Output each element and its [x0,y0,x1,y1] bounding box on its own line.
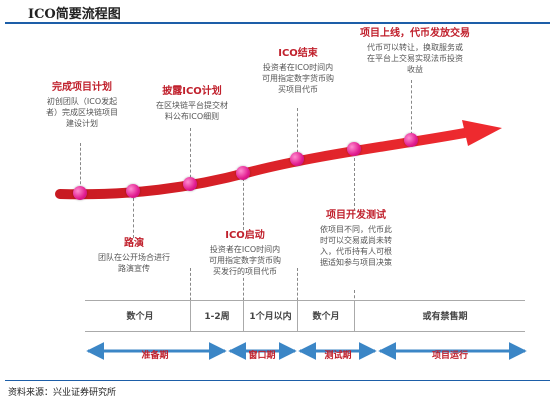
period-label: 数个月 [312,312,340,322]
period-divider [243,300,244,332]
milestone-dot-listing [404,133,418,147]
stage-end-line: 投资者在ICO时间内 [262,63,334,72]
connector-devtest [354,153,355,211]
divider-2 [243,268,244,330]
stage-devtest: 项目开发测试 依项目不同，代币此 时可以交易或尚未转 入，代币持有人可根 据适知… [300,210,412,268]
stage-roadshow-line: 团队在公开场合进行 [98,253,170,262]
stage-plan: 完成项目计划 初创团队（ICO发起 者）完成区块链项目 建设计划 [28,82,136,129]
period-label: 1-2周 [204,312,230,322]
stage-devtest-heading: 项目开发测试 [326,210,386,221]
connector-disclose [190,128,191,183]
stage-launch-desc: 投资者在ICO时间内 可用指定数字货币购 买发行的项目代币 [194,244,296,277]
source-note: 资料来源：兴业证券研究所 [8,388,117,398]
phase-label: 准备期 [141,351,169,361]
stage-disclose: 披露ICO计划 在区块链平台提交材 料公布ICO细则 [140,86,244,122]
stage-disclose-heading: 披露ICO计划 [162,86,222,97]
stage-disclose-desc: 在区块链平台提交材 料公布ICO细则 [140,100,244,122]
stage-launch-heading: ICO启动 [225,230,265,241]
stage-end-desc: 投资者在ICO时间内 可用指定数字货币购 买项目代币 [248,62,348,95]
stage-listing-heading: 项目上线，代币发放交易 [360,28,470,39]
stage-end: ICO结束 投资者在ICO时间内 可用指定数字货币购 买项目代币 [248,48,348,95]
period-divider [297,300,298,332]
phase-label: 项目运行 [431,351,468,361]
connector-launch [243,178,244,230]
phase-label: 测试期 [324,351,352,361]
stage-listing-desc: 代币可以转让，换取服务或 在平台上交易实现法币投资 收益 [350,42,480,75]
milestone-dot-plan [73,186,87,200]
period-divider [354,300,355,332]
connector-listing [411,80,412,140]
stage-devtest-line: 入，代币持有人可根 [320,247,392,256]
period-band-bottom [85,331,525,332]
stage-plan-heading: 完成项目计划 [52,82,112,93]
milestone-dot-launch [236,166,250,180]
source-divider [5,380,550,381]
divider-3 [297,268,298,330]
stage-devtest-line: 时可以交易或尚未转 [320,236,392,245]
stage-plan-line: 初创团队（ICO发起 [46,97,118,106]
stage-roadshow-desc: 团队在公开场合进行 路演宣传 [84,252,184,274]
stage-launch: ICO启动 投资者在ICO时间内 可用指定数字货币购 买发行的项目代币 [194,230,296,277]
connector-end [297,108,298,158]
stage-plan-line: 建设计划 [66,119,98,128]
period-divider [190,300,191,332]
stage-roadshow: 路演 团队在公开场合进行 路演宣传 [84,238,184,274]
milestone-dot-devtest [347,142,361,156]
title-divider [5,22,550,24]
connector-plan [80,143,81,189]
stage-launch-line: 买发行的项目代币 [213,267,277,276]
page-title: ICO简要流程图 [28,7,121,22]
stage-disclose-line: 在区块链平台提交材 [156,101,228,110]
stage-roadshow-heading: 路演 [124,238,144,249]
timeline-arrowhead [462,120,502,146]
stage-listing-line: 在平台上交易实现法币投资 [367,54,463,63]
stage-devtest-line: 据适知参与项目决策 [320,258,392,267]
phase-label: 窗口期 [248,351,276,361]
milestone-dot-end [290,152,304,166]
period-label: 数个月 [126,312,154,322]
stage-listing-line: 代币可以转让，换取服务或 [367,43,463,52]
stage-launch-line: 可用指定数字货币购 [209,256,281,265]
stage-end-line: 买项目代币 [278,85,318,94]
stage-devtest-line: 依项目不同，代币此 [320,225,392,234]
connector-roadshow [133,198,134,238]
milestone-dot-disclose [183,177,197,191]
stage-roadshow-line: 路演宣传 [118,264,150,273]
stage-launch-line: 投资者在ICO时间内 [209,245,281,254]
milestone-dot-roadshow [126,184,140,198]
stage-plan-line: 者）完成区块链项目 [46,108,118,117]
stage-listing-line: 收益 [407,65,423,74]
stage-devtest-desc: 依项目不同，代币此 时可以交易或尚未转 入，代币持有人可根 据适知参与项目决策 [300,224,412,268]
period-band-top [85,300,525,301]
stage-end-heading: ICO结束 [278,48,318,59]
stage-plan-desc: 初创团队（ICO发起 者）完成区块链项目 建设计划 [28,96,136,129]
period-label: 1个月以内 [249,312,292,322]
divider-1 [190,268,191,330]
stage-end-line: 可用指定数字货币购 [262,74,334,83]
stage-listing: 项目上线，代币发放交易 代币可以转让，换取服务或 在平台上交易实现法币投资 收益 [350,28,480,75]
stage-disclose-line: 料公布ICO细则 [164,112,220,121]
period-label: 或有禁售期 [422,312,468,322]
